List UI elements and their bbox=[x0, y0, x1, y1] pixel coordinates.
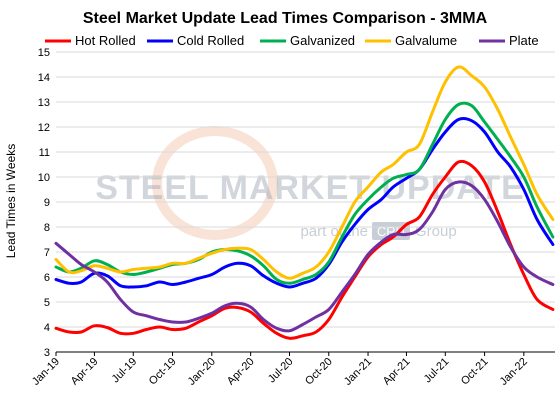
x-tick-label: Jan-22 bbox=[498, 356, 530, 388]
x-tick-label: Oct-19 bbox=[147, 356, 179, 388]
x-tick-label: Jul-20 bbox=[266, 356, 296, 386]
y-tick-label: 9 bbox=[44, 197, 50, 209]
x-axis-ticks: Jan-19 Apr-19 Jul-19 Oct-19 Jan-20 Apr-20 Jul-… bbox=[30, 352, 530, 388]
x-tick-label: Jan-20 bbox=[186, 356, 218, 388]
watermark-tagline-before: part of the bbox=[300, 223, 368, 240]
x-tick-label: Jan-21 bbox=[342, 356, 374, 388]
y-tick-label: 10 bbox=[38, 172, 50, 184]
watermark-brand: STEEL MARKET UPDATE bbox=[95, 169, 525, 207]
legend-label-galvanized: Galvanized bbox=[290, 33, 355, 48]
x-tick-label: Jul-21 bbox=[422, 356, 452, 386]
x-tick-label: Jul-19 bbox=[110, 356, 140, 386]
y-tick-label: 15 bbox=[38, 47, 50, 59]
series-line-cold-rolled bbox=[54, 117, 555, 289]
legend-label-plate: Plate bbox=[509, 33, 539, 48]
legend: Hot Rolled Cold Rolled Galvanized Galvalume… bbox=[45, 33, 539, 48]
y-tick-label: 6 bbox=[44, 272, 50, 284]
y-tick-label: 14 bbox=[38, 72, 50, 84]
x-tick-label: Apr-21 bbox=[381, 356, 413, 388]
legend-label-cold-rolled: Cold Rolled bbox=[177, 33, 244, 48]
x-tick-label: Oct-21 bbox=[459, 356, 491, 388]
series-line-hot-rolled bbox=[54, 159, 555, 340]
series-line-galvanized bbox=[54, 101, 555, 285]
y-tick-label: 3 bbox=[44, 347, 50, 359]
y-tick-label: 11 bbox=[39, 147, 50, 159]
y-tick-label: 8 bbox=[44, 222, 50, 234]
y-tick-label: 7 bbox=[44, 247, 50, 259]
x-tick-label: Apr-20 bbox=[225, 356, 257, 388]
y-tick-label: 4 bbox=[44, 322, 50, 334]
series-line-plate bbox=[54, 180, 555, 333]
y-tick-label: 5 bbox=[44, 297, 50, 309]
x-tick-label: Jan-19 bbox=[30, 356, 62, 388]
legend-label-hot-rolled: Hot Rolled bbox=[75, 33, 136, 48]
y-axis-label: Lead Times in Weeks bbox=[4, 144, 18, 259]
series-lines bbox=[54, 65, 555, 340]
grid-lines bbox=[56, 51, 555, 328]
x-tick-label: Apr-19 bbox=[69, 356, 101, 388]
y-axis-ticks: 3 4 5 6 7 8 9 10 11 12 13 14 15 bbox=[38, 47, 50, 359]
legend-label-galvalume: Galvalume bbox=[395, 33, 457, 48]
chart-title: Steel Market Update Lead Times Compariso… bbox=[83, 10, 488, 27]
y-tick-label: 12 bbox=[38, 122, 50, 134]
series-line-galvalume bbox=[54, 65, 555, 280]
x-tick-label: Oct-20 bbox=[303, 356, 335, 388]
y-tick-label: 13 bbox=[38, 97, 50, 109]
watermark: STEEL MARKET UPDATE part of the CRU Grou… bbox=[95, 126, 525, 240]
watermark-swoosh bbox=[152, 126, 278, 240]
